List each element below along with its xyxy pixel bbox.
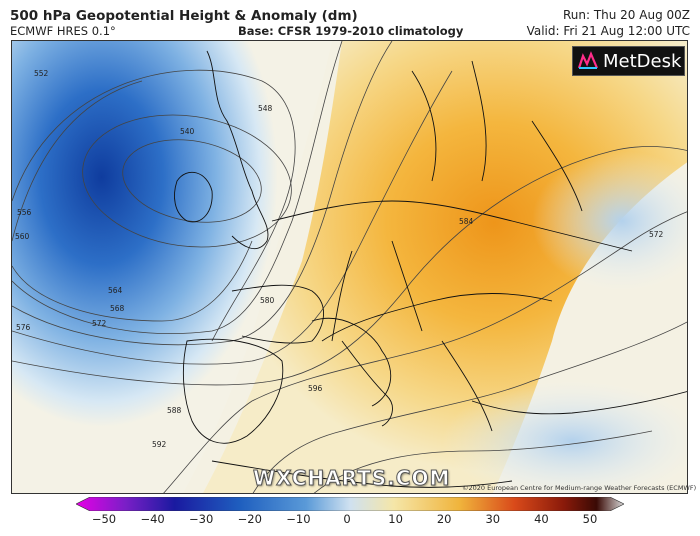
anomaly-colorbar	[76, 497, 624, 511]
contour-label: 548	[258, 104, 273, 113]
colorbar-tick-label: −30	[189, 512, 214, 526]
east-weak-low-region	[532, 151, 687, 291]
contour-label: 592	[152, 440, 167, 449]
contour-label: 588	[167, 406, 182, 415]
contour-label: 556	[17, 208, 32, 217]
metdesk-logo[interactable]: MetDesk	[572, 46, 685, 76]
colorbar-tick-label: 0	[343, 512, 351, 526]
metdesk-logo-icon	[577, 50, 599, 72]
chart-title: 500 hPa Geopotential Height & Anomaly (d…	[10, 8, 358, 24]
contour-label: 572	[92, 319, 107, 328]
colorbar-tick-label: −10	[286, 512, 311, 526]
trough-anomaly-region	[12, 41, 332, 493]
run-time-label: Run: Thu 20 Aug 00Z	[562, 8, 690, 22]
contour-label: 564	[108, 286, 123, 295]
contour-label: 540	[180, 127, 195, 136]
colorbar-tick-label: 30	[485, 512, 501, 526]
ridge-anomaly-region	[203, 41, 687, 493]
contour-label: 552	[34, 69, 49, 78]
chart-header: 500 hPa Geopotential Height & Anomaly (d…	[0, 0, 700, 40]
colorbar-tick-label: 50	[582, 512, 598, 526]
colorbar-tick-label: −20	[237, 512, 262, 526]
ecmwf-copyright: ©2020 European Centre for Medium-range W…	[462, 484, 697, 492]
valid-time-label: Valid: Fri 21 Aug 12:00 UTC	[526, 24, 690, 38]
anomaly-map[interactable]: 552 548 540 556 560 564 568 572 576 580 …	[11, 40, 688, 494]
colorbar-ticks: −50 −40 −30 −20 −10 0 10 20 30 40 50	[0, 512, 700, 532]
contour-label: 584	[459, 217, 474, 226]
map-canvas: 552 548 540 556 560 564 568 572 576 580 …	[12, 41, 687, 493]
climatology-base-label: Base: CFSR 1979-2010 climatology	[238, 24, 464, 38]
model-label: ECMWF HRES 0.1°	[10, 24, 116, 38]
height-contours	[12, 41, 687, 493]
contour-label: 568	[110, 304, 125, 313]
colorbar-tick-label: 20	[436, 512, 452, 526]
metdesk-logo-text: MetDesk	[603, 50, 682, 72]
contour-label: 576	[16, 323, 31, 332]
contour-label: 596	[308, 384, 323, 393]
colorbar-tick-label: 10	[388, 512, 403, 526]
wxcharts-watermark: WXCHARTS.COM	[252, 466, 451, 491]
contour-label: 560	[15, 232, 30, 241]
contour-label: 572	[649, 230, 664, 239]
colorbar-tick-label: 40	[534, 512, 549, 526]
colorbar-tick-label: −50	[91, 512, 117, 526]
colorbar-tick-label: −40	[140, 512, 165, 526]
coastlines-and-borders	[174, 50, 687, 488]
contour-label: 580	[260, 296, 275, 305]
